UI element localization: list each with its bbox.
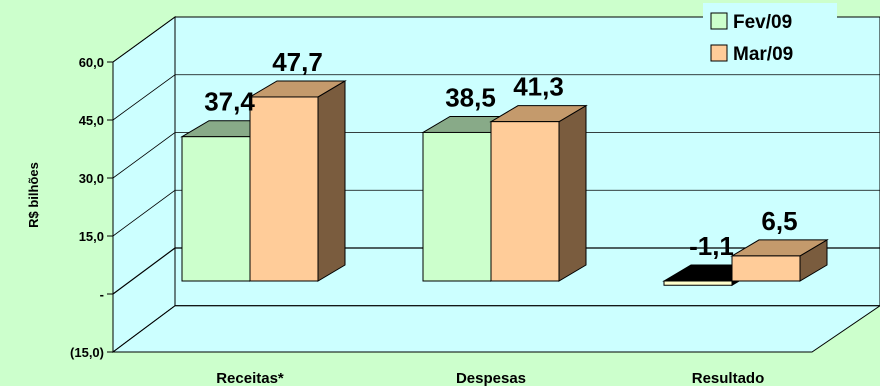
legend-swatch-1 — [710, 44, 728, 62]
y-tick-label-1: 45,0 — [79, 113, 104, 128]
y-tick-label-3: 15,0 — [79, 229, 104, 244]
floor — [111, 305, 880, 353]
bar-side-1-1 — [558, 104, 587, 282]
bar-front-2-0 — [663, 280, 733, 286]
bars — [180, 80, 829, 287]
side-wall — [112, 16, 176, 353]
data-label-2-0: -1,1 — [689, 231, 734, 261]
category-label-2: Resultado — [692, 370, 765, 386]
category-label-0: Receitas* — [216, 370, 284, 386]
legend: Fev/09 Mar/09 — [703, 3, 837, 69]
category-label-1: Despesas — [456, 370, 526, 386]
bar-0-1 — [248, 80, 347, 282]
data-label-1-0: 38,5 — [445, 82, 496, 112]
data-label-0-0: 37,4 — [204, 87, 255, 117]
legend-label-1: Mar/09 — [733, 44, 793, 65]
y-tick-label-0: 60,0 — [79, 55, 104, 70]
gridlines — [112, 16, 880, 353]
gridline-3 — [112, 189, 880, 237]
data-label-2-1: 6,5 — [761, 206, 797, 236]
gridline-2 — [112, 132, 880, 179]
gridline-0 — [112, 16, 880, 63]
y-axis-label: R$ bilhões — [26, 162, 41, 228]
y-axis-ticks: 60,0 45,0 30,0 15,0 - (15,0) — [70, 55, 114, 360]
gridline-4 — [112, 247, 880, 295]
bar-front-0-0 — [181, 136, 251, 282]
bar-front-1-0 — [422, 131, 492, 282]
y-tick-label-5: (15,0) — [70, 345, 104, 360]
bar-front-0-1 — [249, 96, 319, 282]
legend-label-0: Fev/09 — [733, 12, 792, 33]
bar-front-1-1 — [490, 121, 560, 282]
bar-2-1 — [730, 239, 829, 282]
legend-swatch-0 — [710, 12, 728, 30]
data-labels: 37,4 47,7 38,5 41,3 -1,1 6,5 — [204, 47, 797, 261]
bar-front-2-1 — [731, 255, 801, 282]
x-axis-categories: Receitas* Despesas Resultado — [216, 370, 764, 386]
data-label-0-1: 47,7 — [272, 47, 323, 77]
y-tick-label-2: 30,0 — [79, 171, 104, 186]
bar-1-1 — [489, 104, 588, 282]
gridline-5 — [112, 305, 880, 353]
data-label-1-1: 41,3 — [513, 72, 564, 102]
gridline-1 — [112, 74, 880, 121]
bar-side-0-1 — [317, 80, 346, 282]
y-tick-label-4: - — [100, 287, 104, 302]
